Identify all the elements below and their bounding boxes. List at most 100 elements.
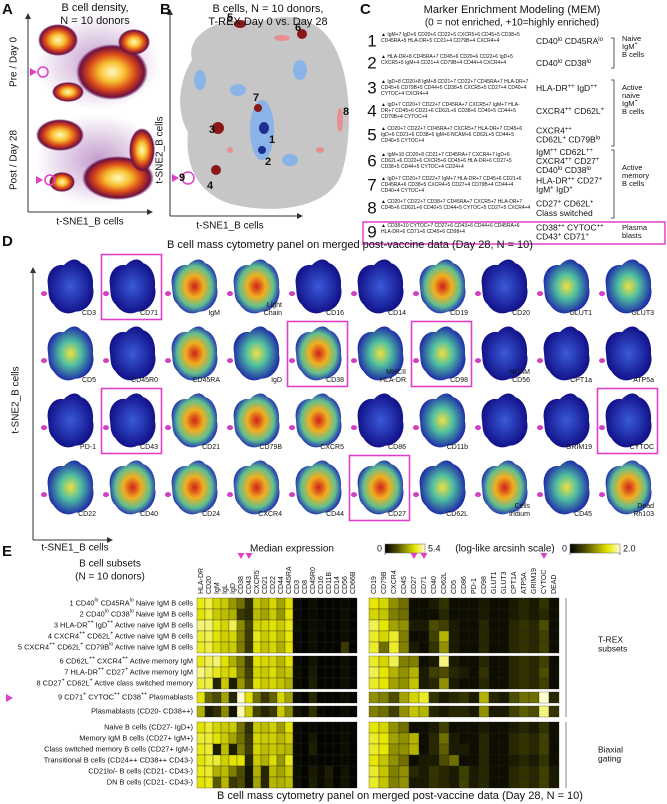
- heatmap-cell: [478, 608, 490, 621]
- colorbar-tick-label: 0: [562, 543, 567, 553]
- heatmap-cell: [308, 754, 318, 767]
- heatmap-cell: [252, 619, 262, 632]
- heatmap-cell: [292, 597, 302, 610]
- heatmap-cell: [508, 641, 520, 654]
- heatmap-cell: [488, 754, 500, 767]
- heatmap-cell: [252, 765, 262, 778]
- heatmap-cell: [508, 732, 520, 745]
- heatmap-cell: [508, 754, 520, 767]
- heatmap-cell: [428, 754, 440, 767]
- column-label: CD45R0: [310, 567, 317, 594]
- colorbar: [384, 543, 426, 554]
- tile-label: CD21: [202, 444, 220, 451]
- heatmap-cell: [498, 765, 510, 778]
- heatmap-cell: [196, 655, 206, 668]
- heatmap-cell: [244, 691, 254, 704]
- tsne-cluster: [41, 291, 47, 297]
- tile-label: Iridium: [509, 511, 530, 518]
- heatmap-cell: [308, 721, 318, 734]
- heatmap-cell: [408, 677, 420, 690]
- column-label: CD62L: [441, 572, 448, 594]
- panel-title: N = 10 donors: [60, 15, 130, 27]
- panel-letter: E: [2, 543, 12, 560]
- heatmap-cell: [428, 705, 440, 718]
- heatmap-cell: [316, 732, 326, 745]
- heatmap-cell: [316, 641, 326, 654]
- heatmap-cell: [260, 597, 270, 610]
- heatmap-cell: [478, 597, 490, 610]
- heatmap-cell: [292, 641, 302, 654]
- tsne-blob: [605, 259, 652, 314]
- heatmap-cell: [498, 677, 510, 690]
- heatmap-cell: [508, 608, 520, 621]
- heatmap-cell: [498, 721, 510, 734]
- heatmap-cell: [438, 666, 450, 679]
- heatmap-cell: [368, 732, 380, 745]
- column-label: CD66B: [350, 571, 357, 594]
- heatmap-cell: [196, 619, 206, 632]
- group-label: B cells: [622, 179, 644, 188]
- heatmap-cell: [236, 630, 246, 643]
- marker-tile: ATP5a: [599, 326, 654, 384]
- heatmap-cell: [260, 721, 270, 734]
- tsne-blob: [295, 460, 342, 515]
- heatmap-cell: [268, 641, 278, 654]
- heatmap-cell: [368, 630, 380, 643]
- heatmap-cell: [538, 743, 550, 756]
- heatmap-cell: [538, 691, 550, 704]
- heatmap-cell: [204, 666, 214, 679]
- heatmap-cell: [332, 732, 342, 745]
- tile-label: CD14: [388, 310, 406, 317]
- heatmap-cell: [498, 666, 510, 679]
- tsne-cluster: [475, 358, 481, 364]
- heatmap-cell: [196, 743, 206, 756]
- tsne-blob: [481, 460, 528, 515]
- row-label: 6 CD62L++ CXCR4++ Active memory IgM: [60, 656, 193, 666]
- heatmap-cell: [212, 677, 222, 690]
- panel-title: B cell density,: [61, 2, 128, 14]
- cluster-label: 3: [209, 124, 215, 136]
- heatmap-cell: [468, 732, 480, 745]
- heatmap-cell: [448, 630, 460, 643]
- heatmap-cell: [458, 608, 470, 621]
- heatmap-cell: [316, 597, 326, 610]
- heatmap-cell: [418, 619, 430, 632]
- column-label: ATP5A: [521, 572, 528, 594]
- heatmap-cell: [276, 754, 286, 767]
- heatmap-cell: [488, 705, 500, 718]
- heatmap-cell: [498, 630, 510, 643]
- heatmap-cell: [300, 608, 310, 621]
- heatmap-cell: [260, 608, 270, 621]
- heatmap-cell: [368, 743, 380, 756]
- heatmap-cell: [428, 655, 440, 668]
- heatmap-cell: [332, 705, 342, 718]
- heatmap-cell: [458, 705, 470, 718]
- heatmap-cell: [308, 677, 318, 690]
- heatmap-cell: [448, 666, 460, 679]
- heatmap-cell: [252, 776, 262, 789]
- column-label: CD20: [206, 576, 213, 594]
- tsne-cluster: [227, 291, 233, 297]
- heatmap-cell: [518, 666, 530, 679]
- heatmap-cell: [276, 619, 286, 632]
- tile-label: CD40: [140, 511, 158, 518]
- marker-tile: GRIM19: [537, 393, 592, 451]
- column-label: CD22: [270, 576, 277, 594]
- marker-tile: CD44: [289, 460, 344, 518]
- column-label: CD38: [238, 576, 245, 594]
- heatmap-cell: [538, 630, 550, 643]
- heatmap-cell: [378, 608, 390, 621]
- tsne-blob: [419, 460, 466, 515]
- heatmap-cell: [228, 597, 238, 610]
- heatmap-cell: [408, 754, 420, 767]
- heatmap-cell: [468, 630, 480, 643]
- heatmap-cell: [204, 630, 214, 643]
- column-label: CD40: [431, 576, 438, 594]
- tile-label: CXCR5: [320, 444, 344, 451]
- heatmap-cell: [488, 776, 500, 789]
- heatmap-cell: [236, 732, 246, 745]
- heatmap-cell: [196, 608, 206, 621]
- tsne-blob: [357, 259, 404, 314]
- marker-tile: CPT1a: [537, 326, 592, 384]
- heatmap-cell: [458, 619, 470, 632]
